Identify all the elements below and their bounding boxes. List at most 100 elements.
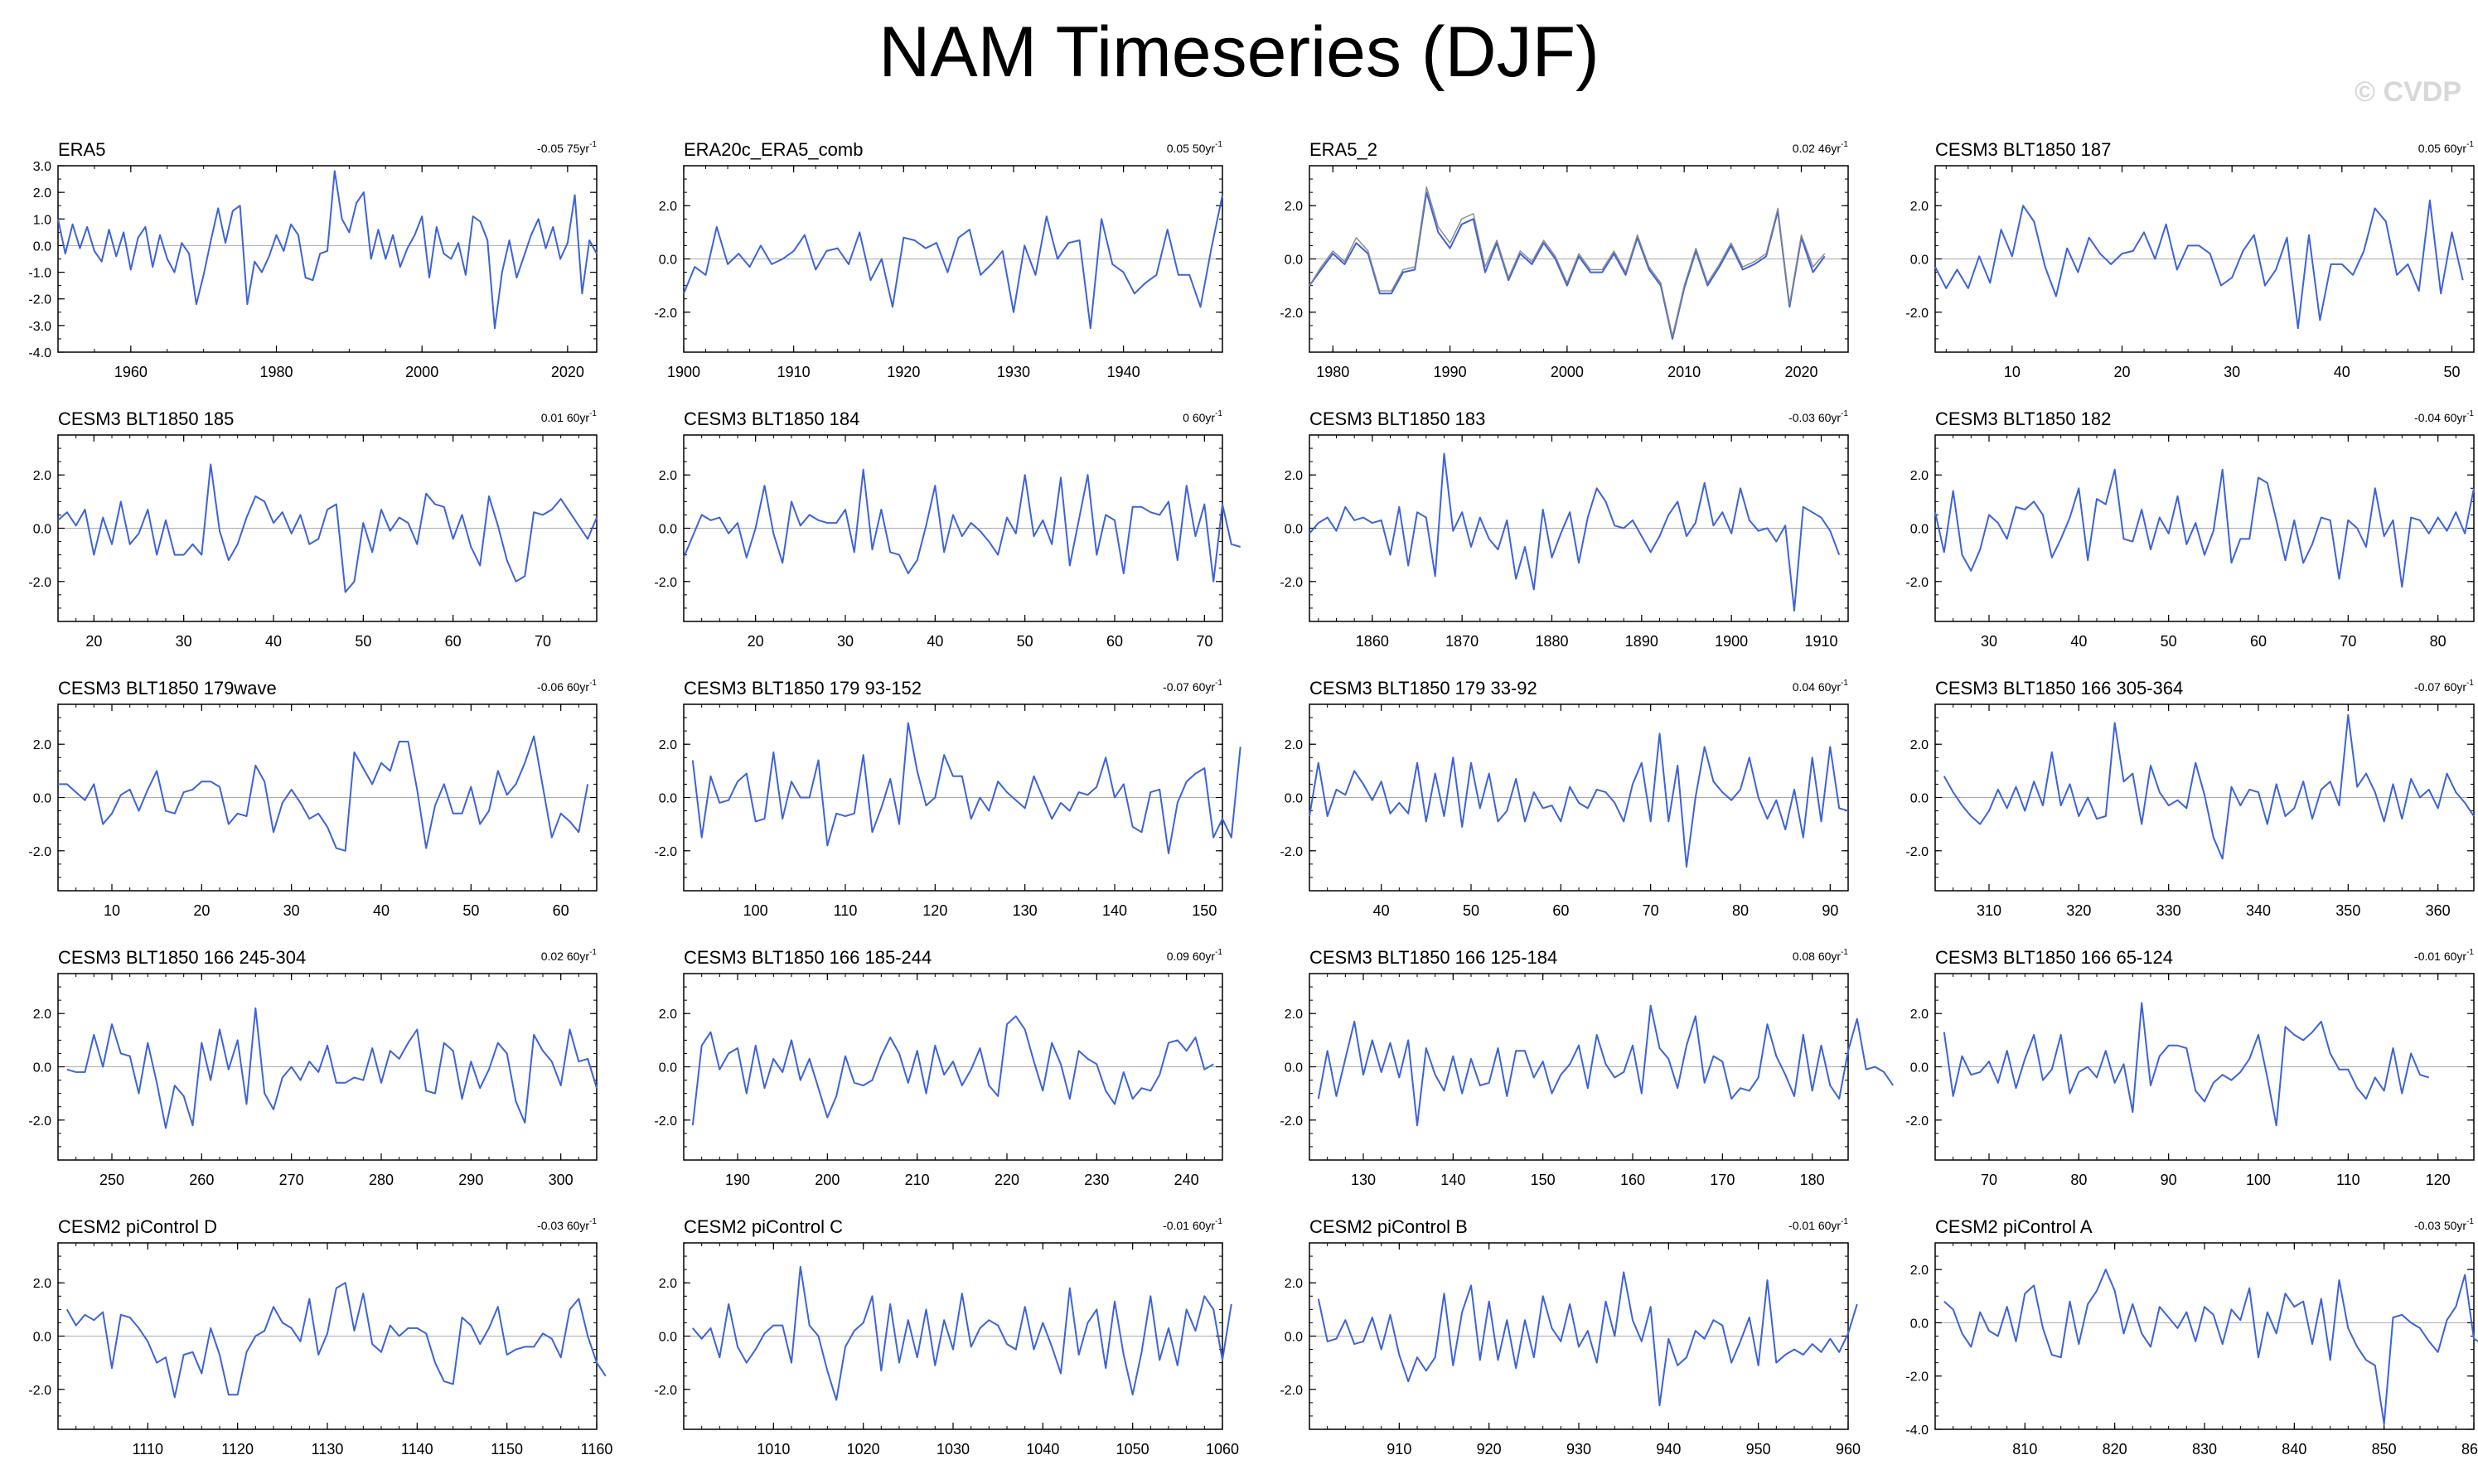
- series-line: [683, 468, 1241, 582]
- series-line: [1317, 1004, 1895, 1127]
- series-line: [1309, 452, 1841, 612]
- y-tick-label: 0.0: [33, 792, 51, 806]
- y-tick-label: 0.0: [659, 523, 677, 537]
- x-tick-label: 350: [2335, 902, 2360, 919]
- panel-title: CESM3 BLT1850 179wave: [58, 678, 277, 698]
- y-tick-label: 2.0: [1285, 200, 1303, 214]
- y-tick-label: -2.0: [1905, 307, 1929, 321]
- panel-title: ERA20c_ERA5_comb: [684, 139, 863, 160]
- x-tick-label: 1110: [133, 1441, 163, 1457]
- y-tick-label: 2.0: [1910, 469, 1929, 483]
- chart-panel: ERA5_2 0.02 46yr-1 2.0 0.0 -2.0 1980 1990 2000 2…: [1280, 139, 1849, 380]
- x-tick-label: 2020: [1784, 364, 1817, 380]
- x-tick-label: 130: [1351, 1172, 1376, 1188]
- chart-panel: CESM3 BLT1850 179 93-152 -0.07 60yr-1 2.0 0…: [654, 678, 1241, 919]
- x-tick-label: 1130: [312, 1441, 344, 1457]
- x-tick-label: 20: [85, 633, 102, 650]
- x-tick-label: 10: [104, 902, 120, 919]
- x-tick-label: 20: [2113, 364, 2130, 380]
- trend-label: 0.09 60yr-1: [1167, 948, 1223, 963]
- trend-label: -0.06 60yr-1: [537, 679, 597, 694]
- trend-label: 0.02 46yr-1: [1793, 140, 1849, 155]
- panel-title: CESM3 BLT1850 179 33-92: [1309, 678, 1537, 698]
- y-tick-label: 0.0: [1910, 523, 1929, 537]
- chart-panel: ERA20c_ERA5_comb 0.05 50yr-1 2.0 0.0 -2.0 190…: [654, 139, 1223, 380]
- x-tick-label: 340: [2246, 902, 2271, 919]
- plot-frame: [1934, 1242, 2475, 1430]
- y-tick-label: -2.0: [1280, 1384, 1303, 1398]
- y-tick-label: 2.0: [1910, 1264, 1929, 1278]
- x-tick-label: 1980: [259, 364, 293, 380]
- x-tick-label: 130: [1013, 902, 1038, 919]
- x-tick-label: 1960: [114, 364, 148, 380]
- x-tick-label: 210: [905, 1172, 930, 1188]
- x-tick-label: 1140: [401, 1441, 433, 1457]
- panel-title: CESM3 BLT1850 183: [1309, 408, 1485, 429]
- x-tick-label: 290: [458, 1172, 483, 1188]
- x-tick-label: 140: [1440, 1172, 1465, 1188]
- chart-panel: CESM3 BLT1850 179 33-92 0.04 60yr-1 2.0 0.0…: [1280, 678, 1849, 919]
- x-tick-label: 1990: [1434, 364, 1467, 380]
- y-tick-label: -1.0: [28, 267, 51, 281]
- x-tick-label: 240: [1174, 1172, 1199, 1188]
- y-tick-label: 2.0: [33, 186, 51, 201]
- x-tick-label: 1870: [1445, 633, 1479, 650]
- x-tick-label: 1930: [997, 364, 1030, 380]
- x-tick-label: 950: [1746, 1441, 1771, 1457]
- series-line: [1943, 713, 2475, 860]
- x-tick-label: 1900: [667, 364, 700, 380]
- chart-panel: CESM3 BLT1850 166 305-364 -0.07 60yr-1 2.0…: [1905, 678, 2475, 919]
- y-tick-label: 0.0: [659, 1061, 677, 1076]
- x-tick-label: 230: [1084, 1172, 1109, 1188]
- y-tick-label: 2.0: [33, 1277, 51, 1291]
- x-tick-label: 40: [2334, 364, 2350, 380]
- x-tick-label: 200: [815, 1172, 840, 1188]
- y-tick-label: -2.0: [28, 845, 51, 859]
- x-tick-label: 910: [1387, 1441, 1411, 1457]
- y-tick-label: 0.0: [1910, 1061, 1929, 1076]
- trend-label: 0.05 50yr-1: [1167, 140, 1223, 155]
- panel-title: CESM3 BLT1850 166 185-244: [684, 947, 932, 968]
- chart-panel: CESM2 piControl D -0.03 60yr-1 2.0 0.0 -2.0 1…: [28, 1216, 612, 1457]
- y-tick-label: 0.0: [33, 239, 51, 254]
- y-tick-label: 0.0: [1285, 1331, 1303, 1345]
- x-tick-label: 1910: [1804, 633, 1837, 650]
- x-tick-label: 30: [283, 902, 300, 919]
- panel-title: CESM2 piControl D: [58, 1216, 217, 1237]
- y-tick-label: 2.0: [659, 200, 677, 214]
- y-tick-label: 0.0: [33, 523, 51, 537]
- series-line: [65, 1282, 607, 1399]
- trend-label: -0.04 60yr-1: [2414, 409, 2474, 424]
- x-tick-label: 150: [1192, 902, 1217, 919]
- x-tick-label: 2000: [405, 364, 438, 380]
- chart-panel: CESM3 BLT1850 166 125-184 0.08 60yr-1 2.0 0…: [1280, 947, 1895, 1188]
- y-tick-label: -4.0: [1905, 1424, 1929, 1438]
- x-tick-label: 80: [1732, 902, 1749, 919]
- x-tick-label: 60: [1552, 902, 1569, 919]
- watermark: © CVDP: [2355, 76, 2461, 108]
- x-tick-label: 860: [2461, 1441, 2478, 1457]
- series-line: [683, 195, 1223, 330]
- x-tick-label: 60: [553, 902, 569, 919]
- x-tick-label: 90: [2161, 1172, 2177, 1188]
- series-line: [1309, 191, 1826, 340]
- y-tick-label: 0.0: [1285, 523, 1303, 537]
- series-line: [691, 1015, 1214, 1126]
- y-tick-label: -2.0: [28, 576, 51, 590]
- y-tick-label: -2.0: [654, 845, 677, 859]
- x-tick-label: 280: [369, 1172, 394, 1188]
- x-tick-label: 50: [1463, 902, 1479, 919]
- x-tick-label: 250: [99, 1172, 124, 1188]
- y-tick-label: -2.0: [1905, 1114, 1929, 1129]
- panel-title: CESM3 BLT1850 166 65-124: [1935, 947, 2173, 968]
- series-line: [691, 722, 1241, 854]
- y-tick-label: -2.0: [654, 576, 677, 590]
- x-tick-label: 120: [922, 902, 947, 919]
- trend-label: -0.07 60yr-1: [1163, 679, 1222, 694]
- x-tick-label: 50: [355, 633, 371, 650]
- trend-label: -0.03 60yr-1: [1788, 409, 1848, 424]
- y-tick-label: -3.0: [28, 320, 51, 334]
- series-line: [58, 735, 589, 852]
- series-line: [1934, 468, 2475, 588]
- series-line: [57, 170, 598, 330]
